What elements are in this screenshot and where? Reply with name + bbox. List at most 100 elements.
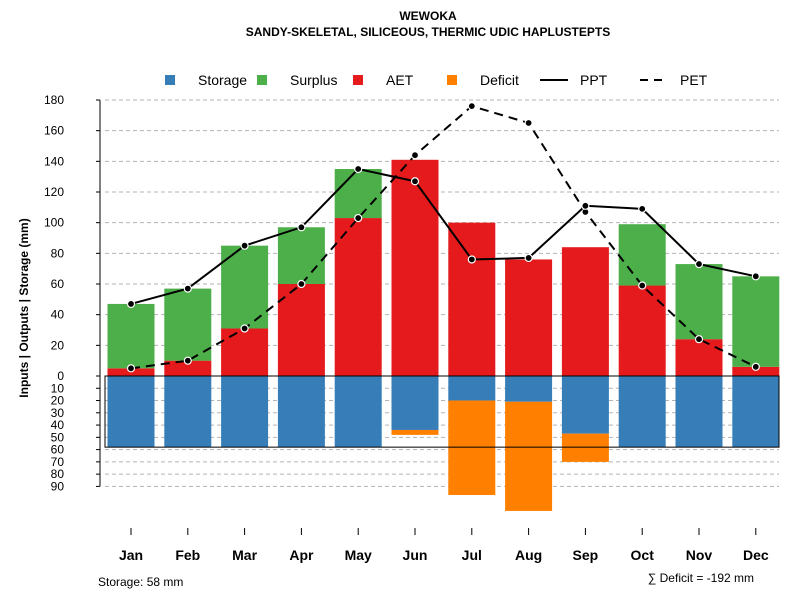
- aet-bar: [732, 366, 780, 376]
- ppt-point: [581, 201, 590, 210]
- storage-bar: [221, 376, 269, 448]
- stacked-bars: [104, 159, 780, 511]
- pet-point: [467, 102, 476, 111]
- chart-subtitle: SANDY-SKELETAL, SILICEOUS, THERMIC UDIC …: [246, 25, 610, 39]
- y-tick-label: 10: [51, 381, 65, 395]
- x-tick-label: Aug: [515, 547, 542, 563]
- ppt-point: [354, 164, 363, 174]
- ppt-pet-lines: [126, 102, 760, 373]
- surplus-bar: [334, 169, 382, 219]
- legend-deficit-swatch: [447, 75, 457, 85]
- y-tick-label: 20: [51, 394, 65, 408]
- y-tick-label: 40: [51, 418, 65, 432]
- aet-bar: [448, 222, 496, 376]
- chart-title: WEWOKA: [399, 9, 457, 23]
- y-tick-label: 60: [51, 443, 65, 457]
- y-tick-label: 40: [51, 308, 65, 322]
- pet-point: [126, 364, 136, 373]
- x-tick-label: Mar: [232, 547, 257, 563]
- pet-point: [240, 324, 249, 333]
- y-tick-label: 30: [51, 406, 65, 420]
- ppt-point: [410, 177, 420, 186]
- legend-surplus-swatch: [257, 75, 267, 85]
- surplus-bar: [107, 303, 155, 369]
- storage-note: Storage: 58 mm: [98, 575, 183, 589]
- aet-bar: [618, 285, 666, 376]
- legend-storage-swatch: [165, 75, 175, 85]
- surplus-bar: [277, 227, 325, 284]
- x-tick-label: Apr: [289, 547, 314, 563]
- storage-bar: [561, 376, 609, 434]
- x-tick-label: Oct: [631, 547, 655, 563]
- pet-point: [524, 118, 533, 128]
- y-tick-label: 120: [44, 185, 64, 199]
- ppt-point: [183, 284, 192, 293]
- x-tick-label: Jun: [403, 547, 428, 563]
- y-tick-label: 140: [44, 154, 64, 168]
- aet-bar: [505, 259, 553, 376]
- y-tick-label: 90: [51, 479, 65, 493]
- deficit-bar: [561, 433, 609, 462]
- pet-point: [410, 151, 420, 160]
- axes: 0204060801001201401601801020304050607080…: [44, 93, 769, 563]
- surplus-bar: [732, 276, 780, 367]
- y-tick-label: 20: [51, 338, 65, 352]
- storage-bar: [448, 376, 496, 401]
- y-tick-label: 80: [51, 467, 65, 481]
- pet-point: [751, 362, 760, 371]
- deficit-note: ∑ Deficit = -192 mm: [648, 571, 754, 585]
- x-tick-label: Feb: [175, 547, 200, 563]
- storage-bar: [675, 376, 723, 448]
- aet-bar: [334, 218, 382, 376]
- x-tick-label: Nov: [686, 547, 713, 563]
- x-tick-label: Jul: [462, 547, 482, 563]
- surplus-bar: [221, 245, 269, 329]
- legend-deficit-label: Deficit: [480, 72, 519, 88]
- pet-point: [694, 335, 704, 344]
- legend-aet-label: AET: [386, 72, 414, 88]
- storage-bar: [391, 376, 439, 430]
- aet-bar: [675, 339, 723, 376]
- surplus-bar: [675, 264, 723, 340]
- legend: Storage Surplus AET Deficit PPT PET: [165, 72, 708, 88]
- pet-point: [638, 281, 647, 290]
- storage-bar: [164, 376, 212, 448]
- aet-bar: [561, 247, 609, 376]
- storage-bar: [334, 376, 382, 448]
- storage-bar: [732, 376, 780, 448]
- aet-bar: [277, 284, 325, 376]
- ppt-point: [126, 299, 136, 309]
- ppt-point: [467, 255, 476, 264]
- surplus-bar: [164, 288, 212, 361]
- ppt-point: [297, 223, 306, 232]
- ppt-point: [524, 253, 533, 263]
- legend-ppt-label: PPT: [580, 72, 608, 88]
- ppt-point: [694, 259, 704, 269]
- pet-point: [354, 213, 363, 223]
- aet-bar: [164, 360, 212, 376]
- storage-bar: [107, 376, 155, 448]
- pet-point: [297, 279, 306, 289]
- ppt-point: [751, 272, 760, 281]
- pet-line: [130, 105, 757, 370]
- ppt-point: [638, 204, 647, 213]
- storage-bar: [277, 376, 325, 448]
- aet-bar: [221, 328, 269, 376]
- y-tick-label: 160: [44, 124, 64, 138]
- x-tick-label: Jan: [119, 547, 143, 563]
- y-tick-label: 0: [57, 369, 64, 383]
- legend-pet-label: PET: [680, 72, 708, 88]
- storage-bar: [618, 376, 666, 448]
- y-tick-label: 80: [51, 246, 65, 260]
- deficit-bar: [391, 429, 439, 435]
- storage-box: [104, 375, 780, 448]
- ppt-point: [240, 241, 249, 250]
- y-tick-label: 100: [44, 216, 64, 230]
- x-tick-label: Sep: [573, 547, 599, 563]
- deficit-bar: [448, 400, 496, 495]
- legend-storage-label: Storage: [198, 72, 247, 88]
- y-axis-label: Inputs | Outputs | Storage (mm): [17, 218, 31, 397]
- y-tick-label: 180: [44, 93, 64, 107]
- y-tick-label: 50: [51, 430, 65, 444]
